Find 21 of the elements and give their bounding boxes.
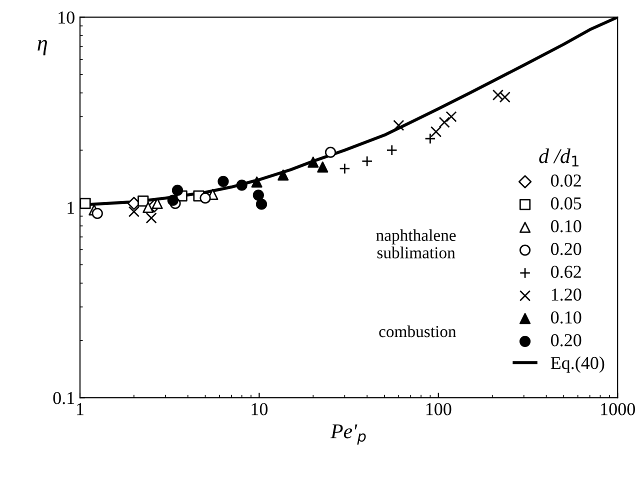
annotation: naphthalene sublimation bbox=[376, 229, 456, 258]
legend-title: d /d$_{1}$ bbox=[539, 148, 578, 166]
x-tick-label: 1 bbox=[77, 403, 84, 416]
legend-label: 0.62 bbox=[551, 266, 581, 278]
legend-label: 0.05 bbox=[551, 197, 582, 210]
annotation: combustion bbox=[379, 325, 456, 338]
legend-label: 0.10 bbox=[551, 311, 582, 324]
legend-label: 0.20 bbox=[551, 242, 582, 256]
legend-label: 0.10 bbox=[551, 220, 582, 232]
legend-label: 0.02 bbox=[551, 174, 581, 187]
legend-label: Eq.(40) bbox=[550, 356, 604, 373]
legend-label: 1.20 bbox=[552, 288, 582, 301]
y-tick-label: 1 bbox=[68, 202, 74, 214]
y-axis-title: η bbox=[38, 40, 47, 56]
x-tick-label: 10 bbox=[252, 403, 268, 416]
legend-label: 0.20 bbox=[551, 334, 582, 346]
x-tick-label: 1000 bbox=[601, 403, 635, 416]
y-tick-label: 10 bbox=[58, 11, 74, 24]
x-tick-label: 100 bbox=[426, 403, 452, 416]
x-axis-title: Pe'$_{p}$ bbox=[330, 424, 366, 445]
y-tick-label: 0.1 bbox=[53, 392, 74, 404]
